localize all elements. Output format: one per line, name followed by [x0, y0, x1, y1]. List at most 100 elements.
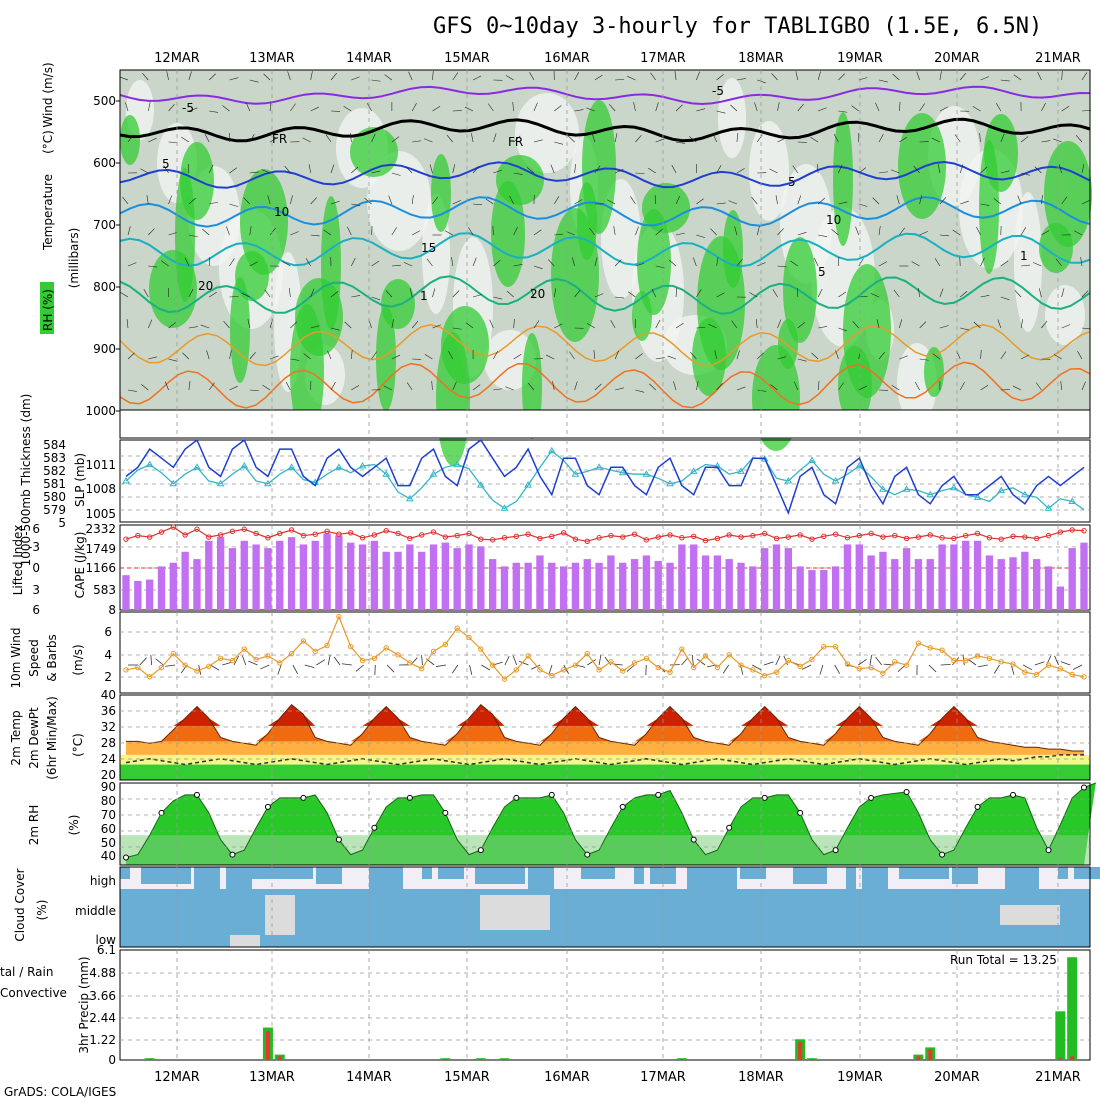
surface-barb — [967, 658, 977, 666]
wind-barb — [858, 385, 867, 391]
wind-barb — [229, 167, 237, 174]
slp-tick: 1011 — [85, 458, 116, 472]
dry-patch — [515, 93, 579, 173]
wind-marker — [1081, 674, 1087, 680]
high-cloud-patch — [316, 867, 342, 884]
li-marker — [442, 534, 449, 540]
wind-marker — [797, 663, 803, 670]
wind-barb — [817, 197, 826, 205]
surface-barb — [993, 664, 1000, 674]
wind-barb — [168, 141, 178, 143]
wind-barb — [327, 350, 332, 360]
wind-barb — [716, 257, 719, 267]
wind-marker — [158, 664, 165, 671]
wind-marker — [229, 657, 236, 664]
temp-contour-25 — [119, 324, 1091, 367]
wind-barb — [303, 353, 311, 360]
wind-barb — [371, 170, 381, 174]
rh-marker — [477, 847, 484, 854]
wind-barb — [533, 102, 538, 112]
wind-marker — [537, 667, 543, 673]
cape-bar — [914, 559, 923, 610]
cape-bar — [122, 575, 130, 610]
wind-barb — [411, 320, 419, 329]
date-label-bottom: 16MAR — [544, 1070, 590, 1085]
wind-marker — [206, 663, 212, 670]
wind-barb — [689, 136, 697, 143]
moist-patch — [924, 347, 944, 397]
wind-barb — [432, 105, 441, 112]
thickness-marker — [453, 460, 462, 468]
wind-barb — [200, 324, 210, 329]
surface-barb — [304, 664, 315, 668]
thickness-tick: 581 — [43, 477, 66, 491]
wind-marker — [324, 642, 330, 649]
wind-barb — [614, 133, 618, 143]
wind-barb — [208, 73, 216, 81]
moist-patch — [551, 208, 599, 342]
surface-barb — [775, 655, 781, 666]
surface-barb — [691, 655, 694, 666]
date-label-top: 19MAR — [837, 51, 883, 66]
wind-barb — [716, 202, 726, 205]
wind-barb — [351, 166, 359, 174]
wind-barb — [777, 356, 787, 360]
rh-marker — [229, 851, 236, 858]
surface-barb — [869, 655, 872, 666]
wind-barb — [586, 107, 595, 112]
thickness-marker — [335, 463, 343, 470]
wind-barb — [690, 352, 697, 360]
wind-barb — [385, 290, 393, 298]
rh-marker — [371, 824, 378, 831]
wind-barb — [1061, 324, 1071, 329]
rh-tick: 80 — [101, 794, 116, 808]
wind-barb — [810, 136, 819, 143]
cape-bar — [902, 548, 911, 610]
wind-barb — [222, 105, 230, 112]
thickness-marker — [169, 479, 178, 487]
cape-bar — [228, 548, 237, 610]
wind-panel: 6 4 2 10m Wind Speed & Barbs (m/s) — [9, 611, 1091, 694]
precip-conv-bar — [928, 1049, 933, 1060]
wind-barb — [127, 262, 137, 267]
surface-barb — [150, 654, 152, 666]
wind-barb — [755, 319, 758, 329]
cape-bar — [855, 544, 863, 610]
wind-marker — [265, 653, 271, 659]
li-marker — [371, 532, 378, 538]
wind-barb — [777, 137, 786, 143]
li-marker — [1045, 532, 1052, 539]
wind-marker — [407, 660, 413, 666]
precip-tick: 3.66 — [89, 989, 116, 1003]
wind-marker — [750, 667, 756, 673]
thickness-marker — [547, 446, 556, 454]
cape-bar — [831, 566, 840, 610]
wind-barb — [119, 76, 129, 81]
high-cloud-patch — [422, 867, 432, 879]
temp-contour-30 — [119, 361, 1091, 409]
li-marker — [951, 535, 957, 542]
wind-barb — [1060, 381, 1063, 391]
wind-barb — [127, 352, 135, 360]
li-marker — [892, 532, 898, 539]
wind-barb — [290, 358, 300, 361]
wind-marker — [927, 645, 933, 651]
thickness-marker — [216, 479, 225, 487]
cape-bar — [654, 560, 662, 610]
wind-barb — [566, 231, 575, 236]
wind-barb — [553, 288, 557, 298]
wind-barb — [350, 133, 352, 143]
li-marker — [1033, 535, 1040, 542]
wind-barb — [1081, 110, 1091, 112]
wind-barb — [730, 104, 738, 112]
wind-barb — [351, 76, 360, 81]
wind-barb — [675, 195, 681, 205]
high-cloud-patch — [703, 867, 737, 889]
rh-marker — [868, 794, 875, 801]
temp-contour-20 — [119, 275, 1091, 315]
wind-barb — [736, 386, 746, 391]
wind-barb — [371, 260, 380, 267]
wind-barb — [405, 166, 413, 174]
li-marker — [312, 531, 318, 537]
rh-marker — [726, 824, 733, 831]
